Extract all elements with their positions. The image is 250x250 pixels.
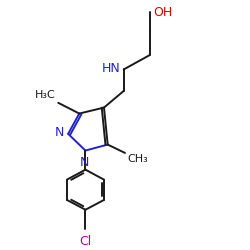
Text: CH₃: CH₃ bbox=[128, 154, 148, 164]
Text: N: N bbox=[55, 126, 64, 139]
Text: HN: HN bbox=[101, 62, 120, 75]
Text: OH: OH bbox=[154, 6, 173, 19]
Text: H₃C: H₃C bbox=[35, 90, 56, 101]
Text: Cl: Cl bbox=[79, 234, 92, 248]
Text: N: N bbox=[80, 156, 89, 169]
